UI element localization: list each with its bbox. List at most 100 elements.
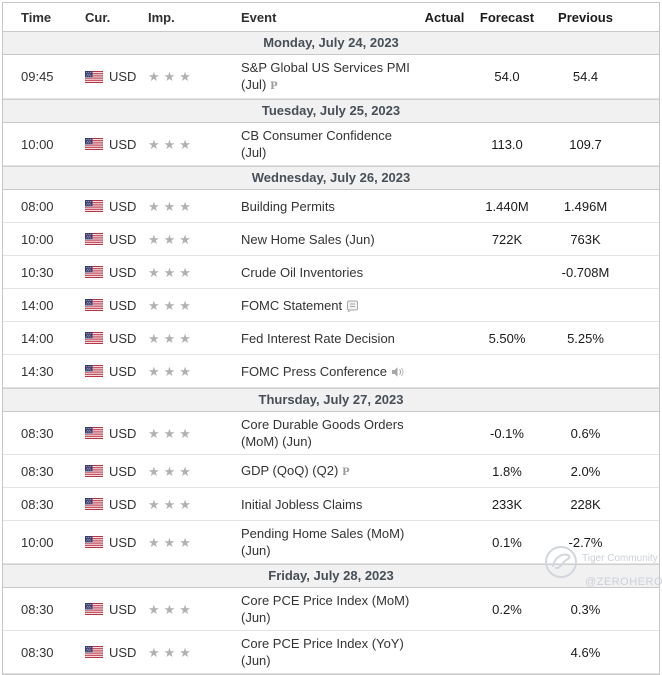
importance-stars-icon: ★★★ [148, 363, 195, 379]
event-name-link[interactable]: CB Consumer Confidence (Jul) [241, 128, 393, 160]
us-flag-icon [85, 497, 104, 511]
event-forecast: 722K [491, 231, 523, 247]
currency-code: USD [109, 231, 137, 247]
event-name-cell: GDP (QoQ) (Q2) P [241, 462, 417, 480]
speaker-icon[interactable] [391, 366, 404, 378]
event-name-cell: Core PCE Price Index (MoM) (Jun) [241, 592, 417, 626]
currency-code: USD [109, 297, 137, 313]
importance-stars-icon: ★★★ [148, 496, 195, 512]
event-row: 08:30 USD ★★★ GDP (QoQ) (Q2) P 1.8% 2.0% [3, 455, 659, 488]
us-flag-icon [85, 331, 104, 345]
date-header-row: Wednesday, July 26, 2023 [3, 166, 659, 190]
event-currency: USD [85, 264, 148, 281]
event-name-link[interactable]: Crude Oil Inventories [241, 264, 364, 280]
event-name-cell: Core Durable Goods Orders (MoM) (Jun) [241, 416, 417, 450]
us-flag-icon [85, 232, 104, 246]
event-name-link[interactable]: GDP (QoQ) (Q2) [241, 463, 339, 478]
event-name-cell: Crude Oil Inventories [241, 264, 417, 281]
us-flag-icon [85, 535, 104, 549]
currency-code: USD [109, 363, 137, 379]
event-name-link[interactable]: Core PCE Price Index (YoY) (Jun) [241, 636, 404, 668]
event-currency: USD [85, 496, 148, 513]
event-row: 10:00 USD ★★★ Pending Home Sales (MoM) (Jun… [3, 521, 659, 564]
event-row: 10:00 USD ★★★ CB Consumer Confidence (Jul) 1… [3, 123, 659, 166]
event-name-link[interactable]: Pending Home Sales (MoM) (Jun) [241, 526, 405, 558]
currency-code: USD [109, 69, 137, 84]
importance-stars-icon: ★★★ [148, 534, 195, 550]
currency-code: USD [109, 136, 137, 152]
importance-stars-icon: ★★★ [148, 297, 195, 313]
event-name-link[interactable]: Fed Interest Rate Decision [241, 330, 395, 346]
column-header-currency: Cur. [85, 9, 111, 25]
event-forecast: 54.0 [494, 69, 520, 84]
event-name-link[interactable]: Core Durable Goods Orders (MoM) (Jun) [241, 417, 404, 449]
importance-stars-icon: ★★★ [148, 198, 195, 214]
event-name-link[interactable]: Core PCE Price Index (MoM) (Jun) [241, 593, 410, 625]
event-currency: USD [85, 68, 148, 85]
event-name-link[interactable]: Building Permits [241, 198, 335, 214]
column-header-forecast: Forecast [479, 9, 535, 25]
column-header-actual: Actual [424, 9, 465, 25]
column-header-event: Event [241, 9, 277, 25]
event-name-link[interactable]: S&P Global US Services PMI (Jul) [241, 60, 410, 92]
event-time: 10:30 [21, 264, 54, 280]
event-currency: USD [85, 644, 148, 661]
event-previous: 5.25% [567, 330, 604, 346]
us-flag-icon [85, 364, 104, 378]
event-time: 10:00 [21, 534, 54, 550]
event-forecast: 233K [491, 496, 523, 512]
event-row: 10:30 USD ★★★ Crude Oil Inventories -0.708M [3, 256, 659, 289]
preliminary-icon: P [342, 464, 350, 478]
event-row: 14:00 USD ★★★ FOMC Statement [3, 289, 659, 322]
event-time: 14:00 [21, 330, 54, 346]
importance-stars-icon: ★★★ [148, 463, 195, 479]
event-row: 14:00 USD ★★★ Fed Interest Rate Decision 5.5… [3, 322, 659, 355]
importance-stars-icon: ★★★ [148, 136, 195, 152]
event-previous: 2.0% [570, 463, 601, 479]
us-flag-icon [85, 645, 104, 659]
event-name-link[interactable]: FOMC Press Conference [241, 363, 387, 379]
event-row: 08:30 USD ★★★ Core Durable Goods Orders (Mo… [3, 412, 659, 455]
event-name-cell: CB Consumer Confidence (Jul) [241, 127, 417, 161]
date-header-row: Monday, July 24, 2023 [3, 32, 659, 55]
event-name-cell: Fed Interest Rate Decision [241, 330, 417, 347]
event-name-cell: Pending Home Sales (MoM) (Jun) [241, 525, 417, 559]
event-previous: -0.708M [561, 264, 610, 280]
table-body: Monday, July 24, 2023 09:45 USD ★★★ S&P Glob… [3, 32, 659, 674]
event-forecast: 5.50% [488, 330, 526, 346]
event-name-link[interactable]: FOMC Statement [241, 297, 343, 313]
currency-code: USD [109, 601, 137, 617]
event-name-link[interactable]: Initial Jobless Claims [241, 496, 363, 512]
us-flag-icon [85, 464, 104, 478]
event-forecast: 0.1% [492, 534, 522, 550]
currency-code: USD [109, 425, 137, 441]
event-currency: USD [85, 198, 148, 215]
event-row: 08:00 USD ★★★ Building Permits 1.440M 1.496M [3, 190, 659, 223]
event-currency: USD [85, 363, 148, 380]
event-time: 14:30 [21, 363, 54, 379]
date-header-row: Friday, July 28, 2023 [3, 564, 659, 588]
event-previous: 0.3% [570, 601, 601, 617]
event-row: 10:00 USD ★★★ New Home Sales (Jun) 722K 763K [3, 223, 659, 256]
event-previous: 228K [570, 496, 601, 512]
currency-code: USD [109, 496, 137, 512]
us-flag-icon [85, 298, 104, 312]
event-name-link[interactable]: New Home Sales (Jun) [241, 231, 375, 247]
event-forecast: -0.1% [490, 425, 524, 441]
event-forecast: 1.440M [485, 198, 529, 214]
event-name-cell: S&P Global US Services PMI (Jul) P [241, 59, 417, 94]
event-row: 08:30 USD ★★★ Core PCE Price Index (MoM) (J… [3, 588, 659, 631]
importance-stars-icon: ★★★ [148, 644, 195, 660]
currency-code: USD [109, 264, 137, 280]
event-name-cell: Initial Jobless Claims [241, 496, 417, 513]
event-forecast: 0.2% [492, 601, 522, 617]
importance-stars-icon: ★★★ [148, 425, 195, 441]
event-name-cell: FOMC Press Conference [241, 363, 417, 380]
event-previous: 1.496M [563, 198, 608, 214]
currency-code: USD [109, 198, 137, 214]
report-icon[interactable] [346, 300, 359, 313]
event-previous: 763K [570, 231, 601, 247]
event-row: 09:45 USD ★★★ S&P Global US Services PMI (J… [3, 55, 659, 99]
importance-stars-icon: ★★★ [148, 231, 195, 247]
